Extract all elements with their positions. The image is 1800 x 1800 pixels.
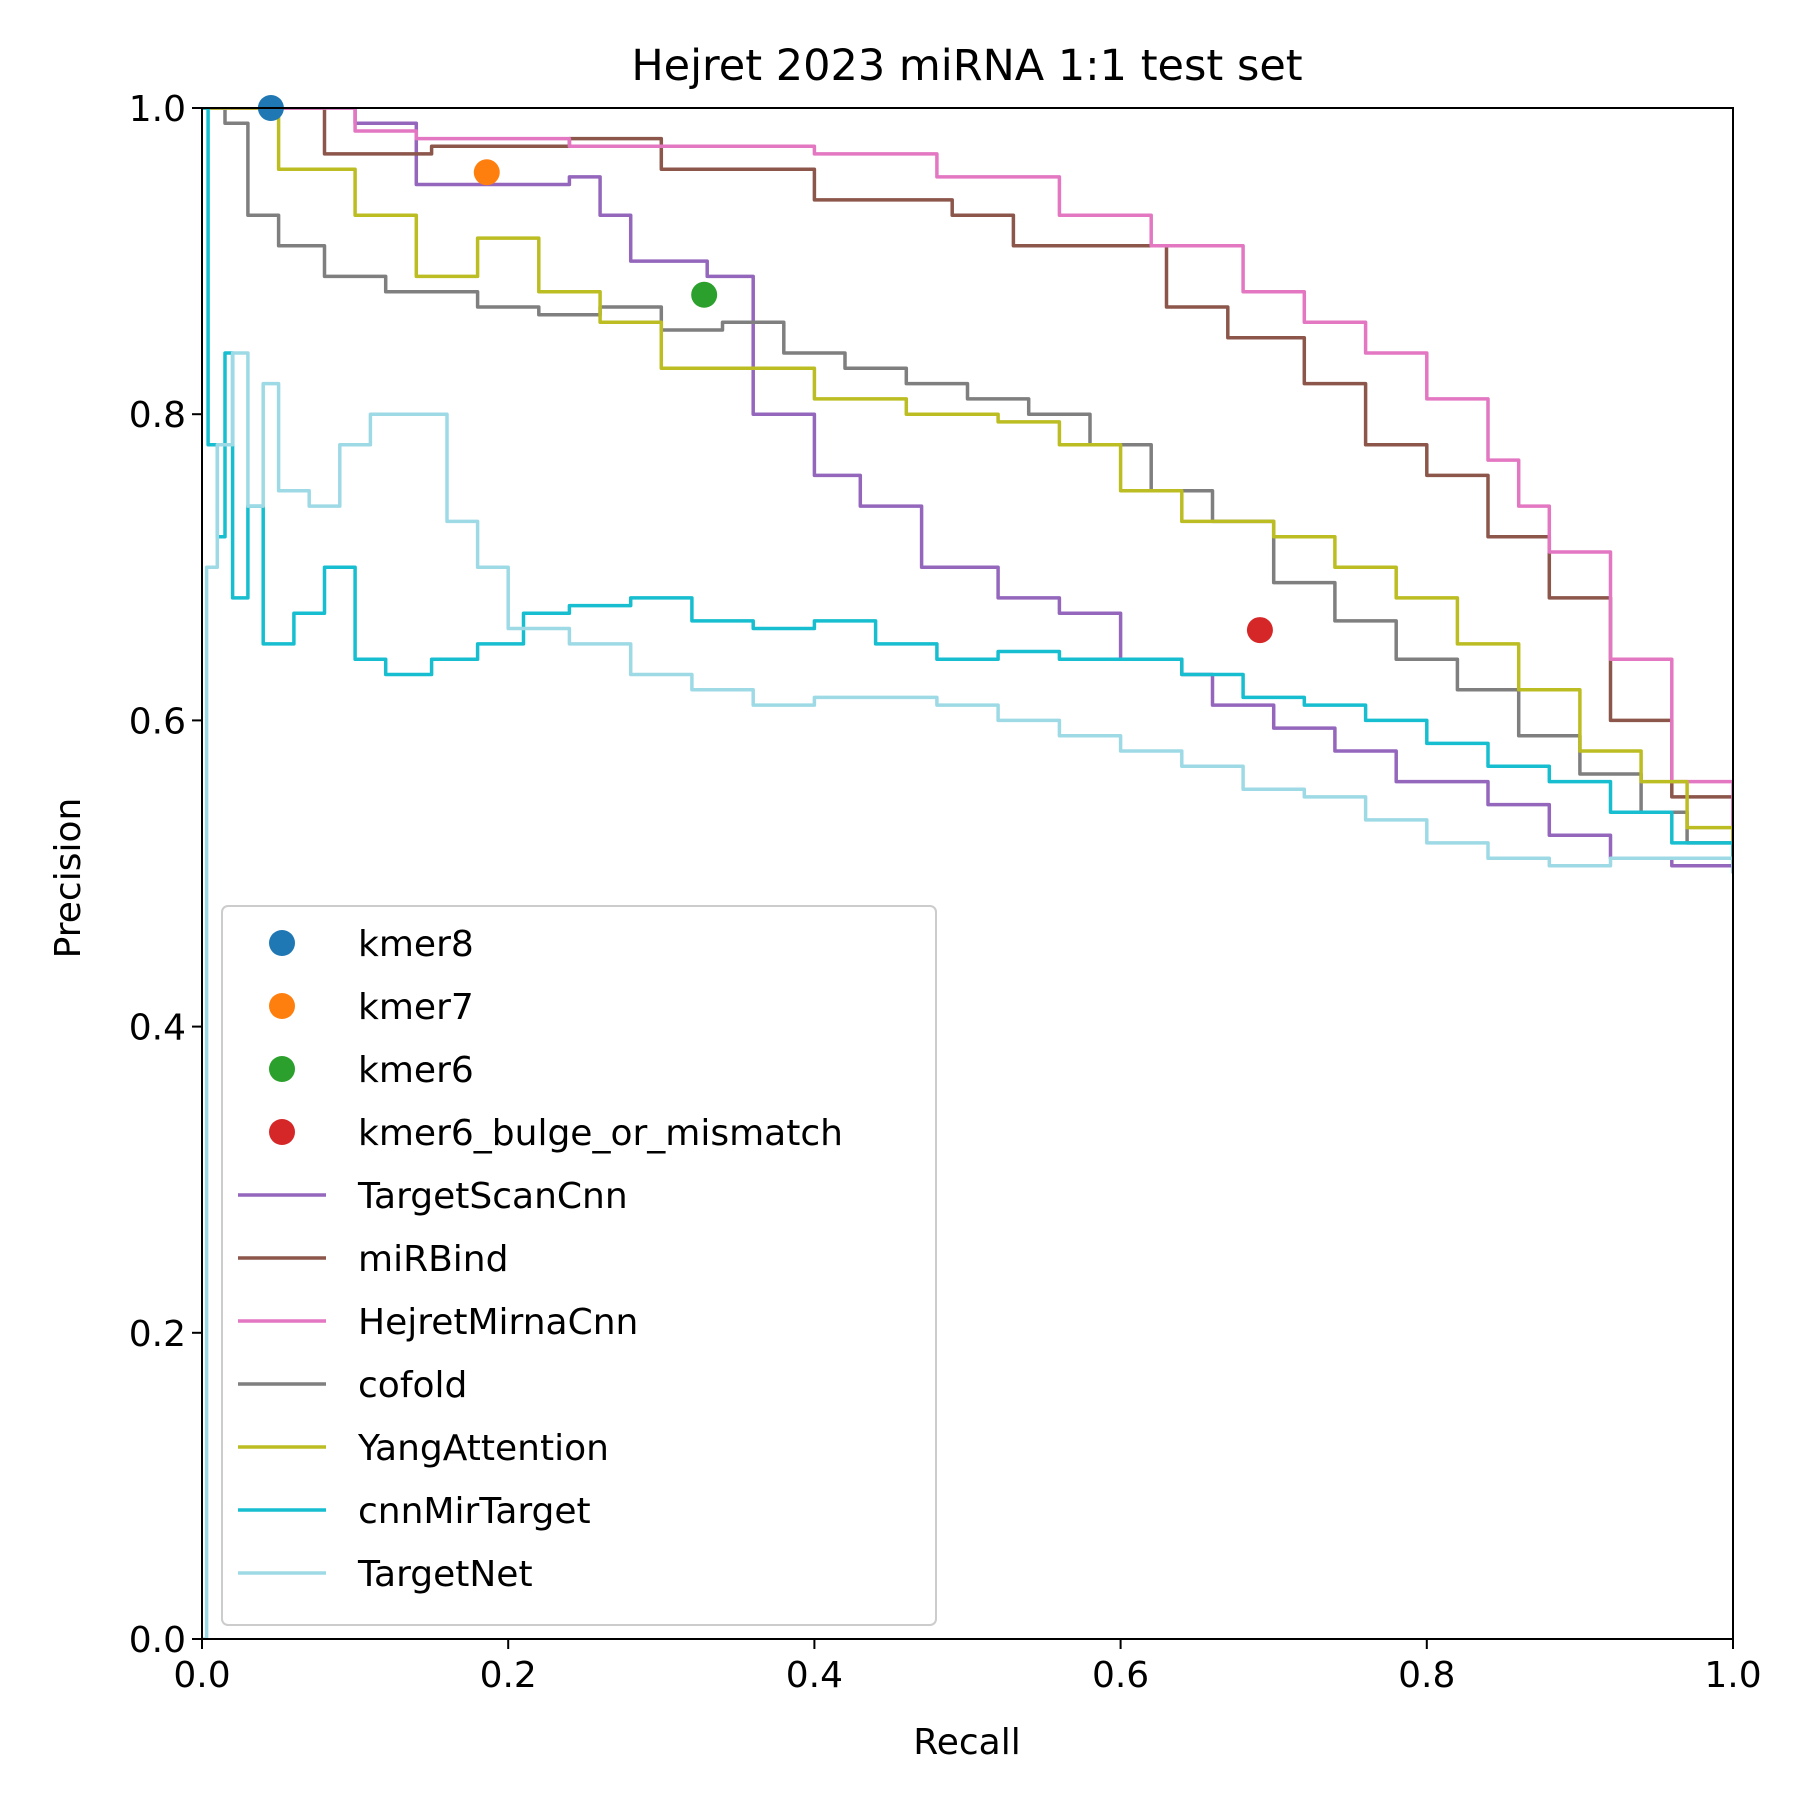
x-axis-label: Recall [913,1722,1020,1763]
legend: kmer8 kmer7 kmer6 kmer6_bulge_or_mismatch Ta… [221,905,937,1626]
y-tick-label: 0.2 [129,1314,186,1355]
legend-label: cofold [358,1365,467,1406]
axis-ticks: 0.0 0.2 0.4 0.6 0.8 1.0 0.0 0.2 0.4 0.6 0.8 1.0 [129,89,1762,1696]
series-line-miRBind [202,108,1733,866]
legend-label: kmer6_bulge_or_mismatch [358,1113,843,1154]
x-tick-label: 0.8 [1398,1655,1455,1696]
series-line-cnnMirTarget [202,108,1733,866]
points-layer [257,95,1273,644]
legend-marker-kmer6 [269,1056,295,1082]
y-tick-label: 0.4 [129,1008,186,1049]
point-kmer6_bulge_or_mismatch [1246,617,1273,644]
y-tick-label: 0.0 [129,1620,186,1661]
legend-label: TargetNet [357,1554,533,1595]
series-line-cofold [202,108,1733,866]
y-tick-label: 1.0 [129,89,186,130]
x-tick-label: 0.6 [1092,1655,1149,1696]
legend-label: TargetScanCnn [357,1176,628,1217]
legend-label: HejretMirnaCnn [358,1302,638,1343]
series-line-HejretMirnaCnn [202,108,1733,866]
legend-label: kmer6 [358,1050,474,1091]
x-tick-label: 1.0 [1704,1655,1761,1696]
series-line-TargetNet [202,351,1733,1639]
legend-label: kmer7 [358,987,474,1028]
x-tick-label: 0.4 [786,1655,843,1696]
legend-label: kmer8 [358,924,474,965]
legend-frame [221,905,937,1626]
series-line-YangAttention [202,108,1733,866]
legend-label: miRBind [358,1239,508,1280]
legend-label: YangAttention [357,1428,609,1469]
series-line-TargetScanCnn [202,108,1733,874]
legend-marker-kmer6_bulge_or_mismatch [269,1119,295,1145]
chart-title: Hejret 2023 miRNA 1:1 test set [631,41,1302,91]
legend-label: cnnMirTarget [358,1491,591,1532]
point-kmer6 [691,281,718,308]
y-tick-label: 0.8 [129,395,186,436]
y-axis-label: Precision [48,798,89,959]
x-tick-label: 0.2 [480,1655,537,1696]
legend-marker-kmer8 [269,930,295,956]
point-kmer7 [473,159,500,186]
plot-frame [201,107,1734,1640]
legend-marker-kmer7 [269,993,295,1019]
y-tick-label: 0.6 [129,701,186,742]
x-tick-label: 0.0 [173,1655,230,1696]
series-layer [202,108,1733,1639]
